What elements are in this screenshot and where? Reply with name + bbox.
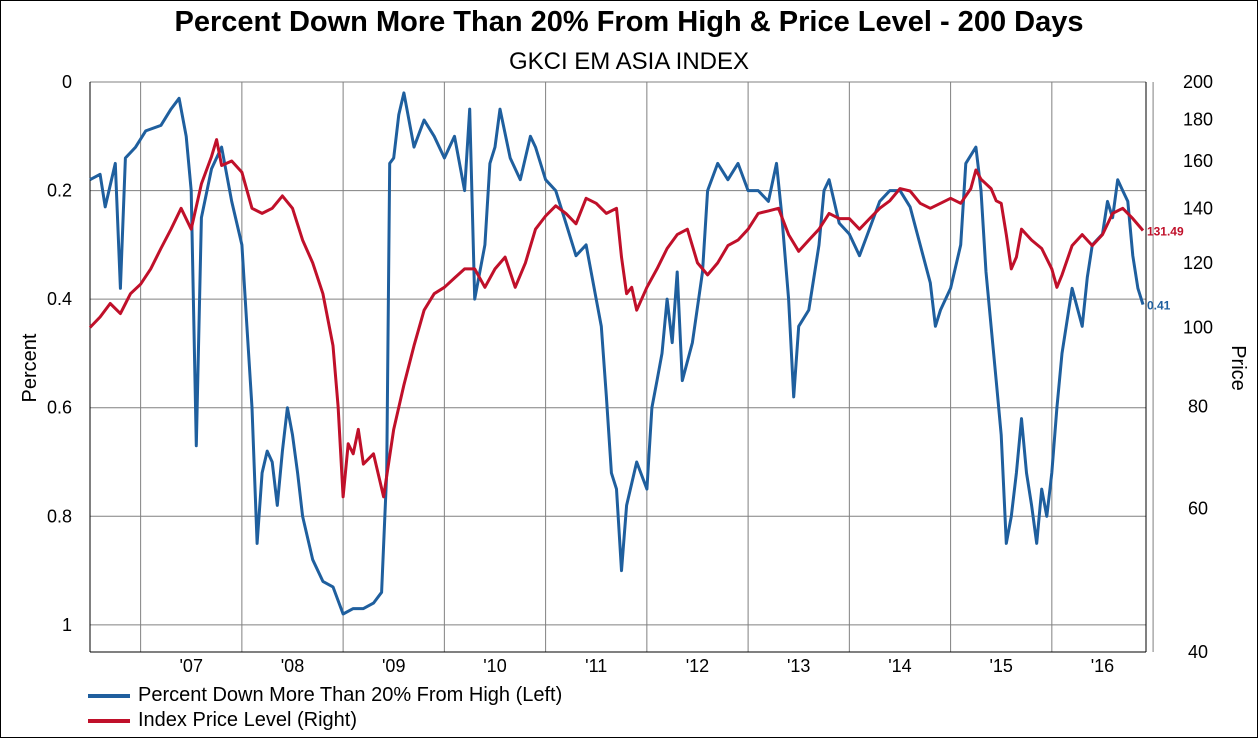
y-axis-label: Percent <box>19 333 41 402</box>
series-price-line <box>88 138 1145 499</box>
x-tick-label: '11 <box>585 656 607 676</box>
y2-tick-label: 160 <box>1183 151 1213 171</box>
end-label-percent: 0.41 <box>1147 299 1171 313</box>
x-tick-label: '09 <box>382 656 405 676</box>
chart-subtitle: GKCI EM ASIA INDEX <box>508 48 750 75</box>
y-tick-label: 0.8 <box>47 506 72 526</box>
y-tick-label: 0.4 <box>47 289 72 309</box>
y-tick-label: 1 <box>62 615 72 635</box>
x-tick-label: '15 <box>989 656 1012 676</box>
legend-item-percent: Percent Down More Than 20% From High (Le… <box>88 684 562 707</box>
legend-item-price: Index Price Level (Right) <box>88 709 357 732</box>
x-tick-label: '14 <box>888 656 911 676</box>
axis-ticks: 0 0.2 0.4 0.6 0.8 1 '07 '08 '09 '10 '11 '12 '13 '14 '1… <box>47 72 1213 676</box>
y2-tick-label: 120 <box>1183 253 1213 273</box>
x-tick-label: '13 <box>787 656 810 676</box>
y2-tick-label: 180 <box>1183 109 1213 129</box>
x-tick-label: '08 <box>281 656 304 676</box>
y2-tick-label: 200 <box>1183 72 1213 92</box>
data-labels: 0.41 131.49 <box>1147 225 1184 313</box>
legend-label-percent: Percent Down More Than 20% From High (Le… <box>138 684 563 706</box>
x-tick-label: '12 <box>686 656 709 676</box>
legend-swatch-price <box>88 718 130 723</box>
y2-tick-label: 40 <box>1188 642 1208 662</box>
x-tick-label: '16 <box>1091 656 1114 676</box>
series-percent-line <box>89 91 1145 616</box>
y-tick-label: 0.2 <box>47 181 72 201</box>
grid-lines <box>90 81 1154 652</box>
series-lines <box>88 91 1145 616</box>
y-tick-label: 0 <box>62 72 72 92</box>
y-tick-label: 0.6 <box>47 398 72 418</box>
end-label-price: 131.49 <box>1147 225 1184 239</box>
y2-axis-label: Price <box>1227 345 1249 391</box>
y2-tick-label: 140 <box>1183 198 1213 218</box>
y2-tick-label: 100 <box>1183 317 1213 337</box>
chart-title: Percent Down More Than 20% From High & P… <box>174 6 1084 38</box>
y2-tick-label: 80 <box>1188 397 1208 417</box>
y2-tick-label: 60 <box>1188 498 1208 518</box>
x-tick-label: '07 <box>180 656 203 676</box>
legend-label-price: Index Price Level (Right) <box>138 709 357 731</box>
x-tick-label: '10 <box>483 656 506 676</box>
legend-swatch-percent <box>88 693 130 698</box>
